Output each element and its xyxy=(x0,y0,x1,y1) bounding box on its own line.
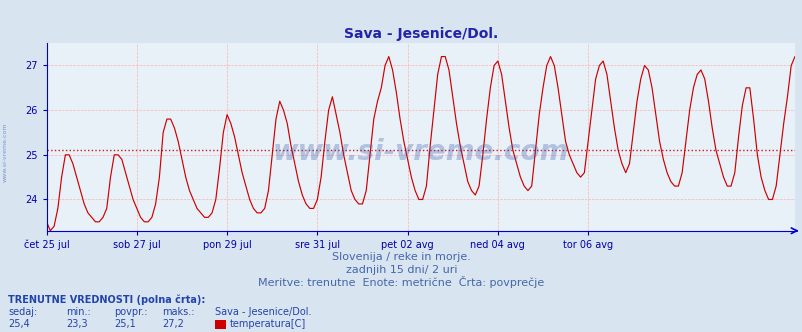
Text: 27,2: 27,2 xyxy=(162,319,184,329)
Text: 23,3: 23,3 xyxy=(66,319,87,329)
Title: Sava - Jesenice/Dol.: Sava - Jesenice/Dol. xyxy=(343,27,497,41)
Text: Sava - Jesenice/Dol.: Sava - Jesenice/Dol. xyxy=(215,307,311,317)
Text: www.si-vreme.com: www.si-vreme.com xyxy=(3,123,8,183)
Text: TRENUTNE VREDNOSTI (polna črta):: TRENUTNE VREDNOSTI (polna črta): xyxy=(8,294,205,305)
Text: Meritve: trenutne  Enote: metrične  Črta: povprečje: Meritve: trenutne Enote: metrične Črta: … xyxy=(258,276,544,288)
Text: zadnjih 15 dni/ 2 uri: zadnjih 15 dni/ 2 uri xyxy=(346,265,456,275)
Text: Slovenija / reke in morje.: Slovenija / reke in morje. xyxy=(332,252,470,262)
Text: 25,1: 25,1 xyxy=(114,319,136,329)
Text: min.:: min.: xyxy=(66,307,91,317)
Text: maks.:: maks.: xyxy=(162,307,194,317)
Text: temperatura[C]: temperatura[C] xyxy=(229,319,306,329)
Text: povpr.:: povpr.: xyxy=(114,307,148,317)
Text: www.si-vreme.com: www.si-vreme.com xyxy=(272,138,569,166)
Text: sedaj:: sedaj: xyxy=(8,307,37,317)
Text: 25,4: 25,4 xyxy=(8,319,30,329)
